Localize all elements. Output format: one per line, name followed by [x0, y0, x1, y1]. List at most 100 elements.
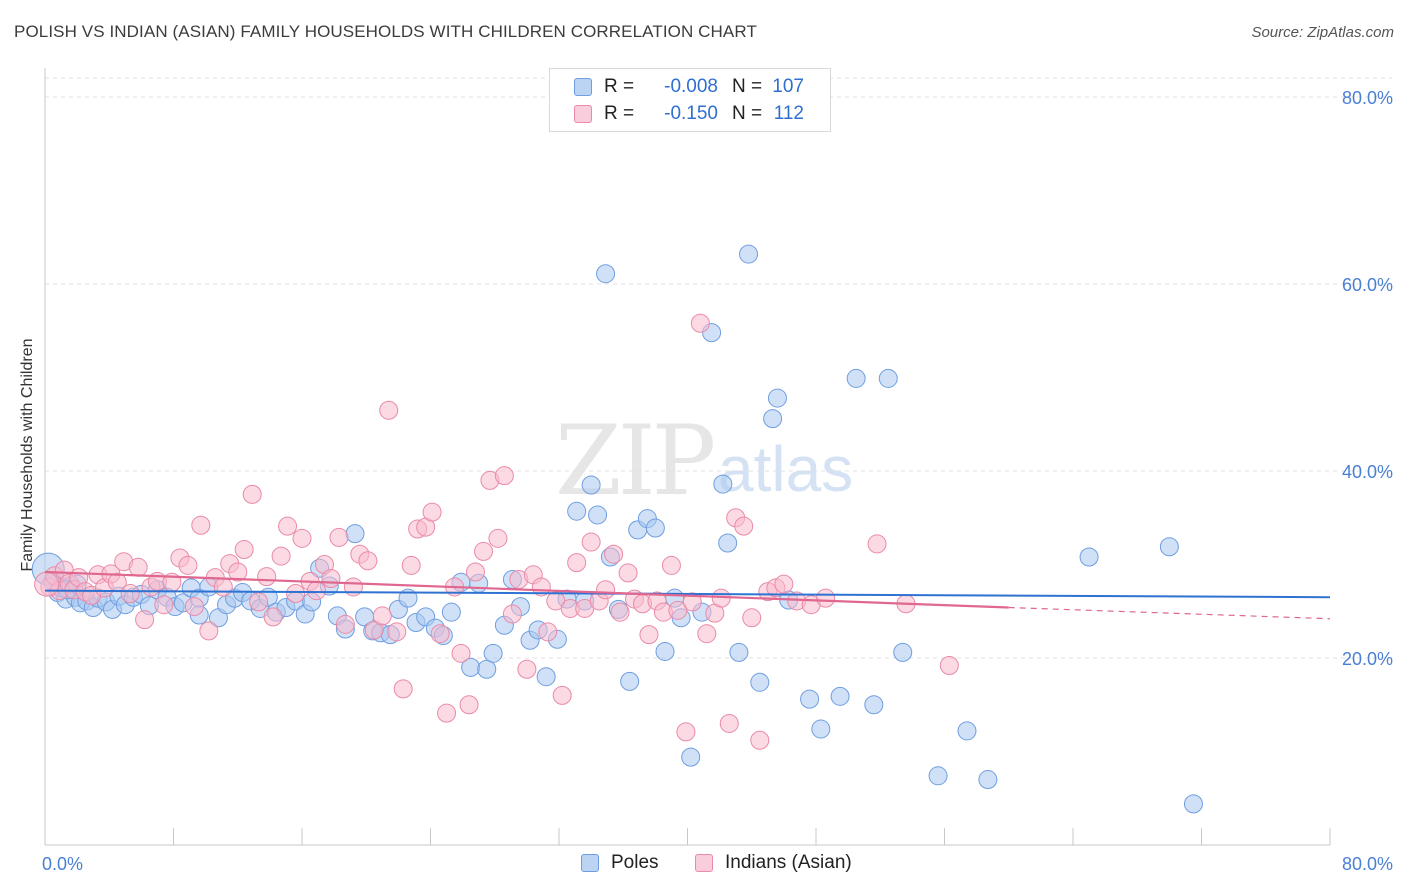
- indians-point: [639, 625, 659, 645]
- indians-point: [234, 540, 254, 560]
- indians-point: [552, 685, 572, 705]
- poles-point: [718, 533, 738, 553]
- indians-point: [676, 722, 696, 742]
- indians-point: [488, 528, 508, 548]
- indians-point: [34, 571, 60, 597]
- legend-r-label: R =: [604, 76, 635, 97]
- poles-point: [345, 524, 365, 544]
- indians-point: [249, 592, 269, 612]
- indians-point: [742, 608, 762, 628]
- indians-point: [358, 551, 378, 571]
- indians-point: [321, 569, 341, 589]
- indians-label: Indians (Asian): [725, 852, 852, 873]
- poles-point: [729, 642, 749, 662]
- indians-point: [596, 580, 616, 600]
- poles-point: [739, 244, 759, 264]
- indians-point: [816, 588, 836, 608]
- indians-point: [286, 583, 306, 603]
- trend-lines: [44, 570, 1331, 620]
- indians-point: [199, 621, 219, 641]
- poles-point: [893, 642, 913, 662]
- indians-point: [682, 592, 702, 612]
- legend-n-value-poles: 107: [772, 76, 804, 97]
- indians-point: [213, 577, 233, 597]
- indians-point: [567, 553, 587, 573]
- legend-row-poles: R = -0.008 N = 107: [574, 75, 804, 99]
- legend-n-label: N =: [732, 76, 763, 97]
- indians-point: [191, 515, 211, 535]
- poles-point: [800, 689, 820, 709]
- x-tick-label: 0.0%: [42, 854, 83, 874]
- y-tick-label: 60.0%: [1342, 275, 1393, 295]
- indians-point: [120, 583, 140, 603]
- indians-point: [502, 604, 522, 624]
- poles-point: [878, 368, 898, 388]
- indians-point: [939, 655, 959, 675]
- legend-row-indians: R = -0.150 N = 112: [574, 102, 804, 126]
- indians-point: [128, 557, 148, 577]
- poles-point: [596, 264, 616, 284]
- poles-swatch: [581, 854, 599, 872]
- indians-point: [178, 555, 198, 575]
- indians-point: [306, 581, 326, 601]
- indians-point: [292, 528, 312, 548]
- legend-n-value-indians: 112: [773, 103, 804, 124]
- poles-point: [763, 409, 783, 429]
- bottom-legend-indians[interactable]: Indians (Asian): [695, 852, 852, 874]
- poles-point: [928, 766, 948, 786]
- indians-point: [604, 544, 624, 564]
- indians-point: [690, 313, 710, 333]
- legend-r-value-indians: -0.150: [664, 103, 718, 124]
- indians-point: [184, 597, 204, 617]
- poles-point: [1183, 794, 1203, 814]
- indians-point: [618, 563, 638, 583]
- indians-swatch: [695, 854, 713, 872]
- indians-point: [437, 703, 457, 723]
- indians-point: [719, 713, 739, 733]
- indians-point: [257, 567, 277, 587]
- poles-point: [1159, 537, 1179, 557]
- indians-points: [34, 313, 959, 750]
- poles-point: [978, 770, 998, 790]
- indians-trend-line: [44, 570, 1009, 609]
- indians-point: [329, 527, 349, 547]
- indians-point: [379, 400, 399, 420]
- legend-n-label: N =: [732, 103, 763, 124]
- indians-point: [517, 659, 537, 679]
- bottom-legend-poles[interactable]: Poles: [581, 852, 659, 874]
- legend-swatch-poles: [574, 78, 592, 96]
- poles-point: [957, 721, 977, 741]
- poles-point: [846, 368, 866, 388]
- indians-point: [228, 562, 248, 582]
- poles-point: [767, 388, 787, 408]
- poles-point: [830, 686, 850, 706]
- indians-point: [393, 679, 413, 699]
- poles-point: [655, 641, 675, 661]
- poles-point: [441, 602, 461, 622]
- bottom-legend: Poles Indians (Asian): [0, 852, 1406, 876]
- indians-point: [422, 502, 442, 522]
- indians-point: [335, 614, 355, 634]
- poles-point: [477, 659, 497, 679]
- indians-point: [459, 695, 479, 715]
- source-label: Source: ZipAtlas.com: [1251, 24, 1394, 41]
- indians-point: [697, 624, 717, 644]
- indians-point: [372, 606, 392, 626]
- poles-point: [398, 588, 418, 608]
- indians-point: [867, 534, 887, 554]
- legend: R = -0.008 N = 107 R = -0.150 N = 112: [549, 68, 831, 132]
- poles-point: [588, 505, 608, 525]
- poles-point: [1079, 547, 1099, 567]
- watermark-zip: ZIP: [555, 405, 716, 517]
- poles-point: [864, 695, 884, 715]
- tick-labels: 20.0% 40.0% 60.0% 80.0% 0.0% 80.0%: [42, 88, 1393, 874]
- indians-point: [668, 600, 688, 620]
- indians-point: [465, 562, 485, 582]
- axes: [44, 68, 1331, 846]
- poles-point: [750, 672, 770, 692]
- y-tick-label: 80.0%: [1342, 88, 1393, 108]
- y-tick-label: 40.0%: [1342, 462, 1393, 482]
- indians-trend-extension: [1008, 606, 1331, 620]
- indians-point: [734, 516, 754, 536]
